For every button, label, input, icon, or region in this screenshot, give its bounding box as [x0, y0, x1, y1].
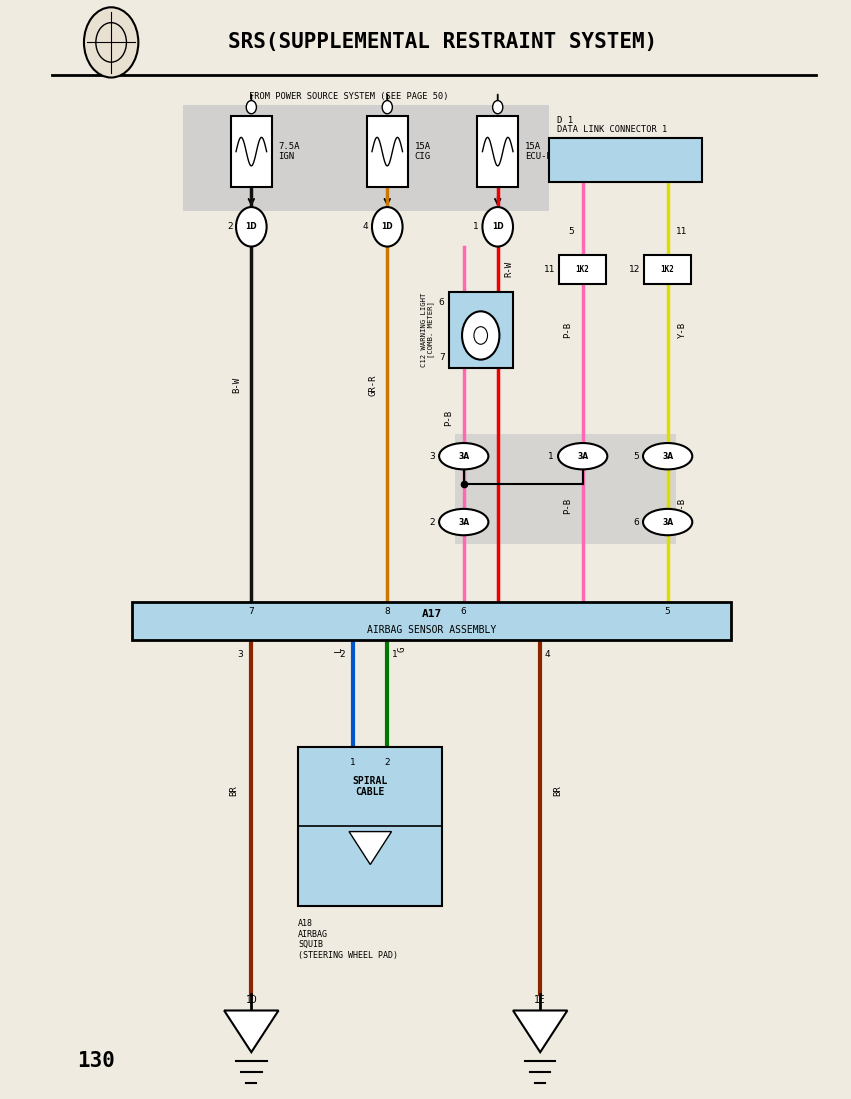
Text: AB: AB [577, 155, 589, 165]
Ellipse shape [558, 443, 608, 469]
Text: 15A
ECU-B: 15A ECU-B [525, 142, 551, 162]
Polygon shape [349, 832, 391, 865]
Bar [183, 106, 549, 211]
Circle shape [462, 311, 500, 359]
Text: SPIRAL
CABLE: SPIRAL CABLE [352, 776, 388, 798]
Text: 4: 4 [363, 222, 368, 231]
Text: 4: 4 [545, 651, 550, 659]
Text: GR-R: GR-R [368, 374, 377, 396]
Text: 6: 6 [461, 607, 466, 615]
Bar [133, 602, 731, 640]
Text: 2: 2 [340, 651, 345, 659]
Text: P-B: P-B [563, 322, 573, 338]
Text: 3A: 3A [662, 518, 673, 526]
Text: 1: 1 [548, 452, 554, 460]
Text: 3A: 3A [577, 452, 588, 460]
Bar [448, 291, 512, 368]
Text: A17: A17 [422, 609, 442, 619]
Bar [455, 434, 677, 544]
Text: L: L [334, 646, 343, 652]
Text: 7: 7 [439, 353, 444, 362]
Circle shape [96, 23, 127, 63]
Text: 1D: 1D [245, 995, 257, 1004]
Text: 1K2: 1K2 [576, 265, 590, 274]
Ellipse shape [643, 509, 692, 535]
Text: 8: 8 [385, 607, 390, 615]
Text: Y-B: Y-B [678, 322, 687, 338]
Ellipse shape [439, 443, 488, 469]
Text: 5: 5 [665, 607, 671, 615]
Ellipse shape [643, 443, 692, 469]
Text: P-B: P-B [563, 498, 573, 513]
Text: 11: 11 [544, 265, 556, 274]
Ellipse shape [439, 509, 488, 535]
Text: 130: 130 [77, 1051, 115, 1070]
Bar [231, 115, 271, 187]
Bar [559, 255, 607, 284]
Circle shape [246, 101, 256, 114]
Text: 7.5A
IGN: 7.5A IGN [278, 142, 300, 162]
Text: A18
AIRBAG
SQUIB
(STEERING WHEEL PAD): A18 AIRBAG SQUIB (STEERING WHEEL PAD) [298, 920, 398, 959]
Text: 1K2: 1K2 [660, 265, 675, 274]
Bar [644, 255, 691, 284]
Text: C12 WARNING LIGHT
[COMB. METER]: C12 WARNING LIGHT [COMB. METER] [420, 292, 435, 367]
Text: 5: 5 [568, 226, 574, 235]
Text: 3: 3 [237, 651, 243, 659]
Text: 11: 11 [677, 226, 688, 235]
Circle shape [493, 101, 503, 114]
Circle shape [84, 8, 139, 78]
Circle shape [474, 326, 488, 344]
Polygon shape [224, 1010, 278, 1052]
Text: 12: 12 [629, 265, 641, 274]
Text: G: G [397, 646, 407, 652]
Text: 15A
CIG: 15A CIG [414, 142, 431, 162]
Circle shape [382, 101, 392, 114]
Text: FROM POWER SOURCE SYSTEM (SEE PAGE 50): FROM POWER SOURCE SYSTEM (SEE PAGE 50) [249, 92, 448, 101]
Bar [367, 115, 408, 187]
Text: R-W: R-W [505, 260, 513, 277]
Text: 3A: 3A [458, 452, 469, 460]
Bar [298, 747, 443, 907]
Text: DATA LINK CONNECTOR 1: DATA LINK CONNECTOR 1 [557, 124, 667, 133]
Text: 2: 2 [429, 518, 435, 526]
Text: 1D: 1D [246, 222, 257, 231]
Text: 3A: 3A [662, 452, 673, 460]
Text: 1: 1 [351, 758, 357, 767]
Text: AIRBAG SENSOR ASSEMBLY: AIRBAG SENSOR ASSEMBLY [368, 624, 496, 634]
Text: TC: TC [662, 155, 673, 165]
Bar [477, 115, 518, 187]
Text: 1: 1 [391, 651, 397, 659]
Polygon shape [513, 1010, 568, 1052]
Text: 3A: 3A [458, 518, 469, 526]
Circle shape [236, 207, 266, 246]
Text: 1D: 1D [381, 222, 393, 231]
Text: 6: 6 [439, 298, 444, 307]
Text: 5: 5 [633, 452, 639, 460]
Text: 2: 2 [385, 758, 390, 767]
Text: 1: 1 [473, 222, 479, 231]
Circle shape [372, 207, 403, 246]
Bar [549, 137, 701, 181]
Text: BR: BR [553, 786, 562, 797]
Text: B-W: B-W [232, 377, 241, 393]
Text: SRS(SUPPLEMENTAL RESTRAINT SYSTEM): SRS(SUPPLEMENTAL RESTRAINT SYSTEM) [228, 32, 657, 53]
Text: 2: 2 [227, 222, 232, 231]
Text: Y-B: Y-B [678, 498, 687, 513]
Circle shape [483, 207, 513, 246]
Text: 1E: 1E [534, 995, 546, 1004]
Text: 6: 6 [633, 518, 639, 526]
Text: D 1: D 1 [557, 115, 574, 124]
Text: 3: 3 [429, 452, 435, 460]
Text: BR: BR [230, 786, 238, 797]
Text: 1D: 1D [492, 222, 504, 231]
Text: 7: 7 [248, 607, 254, 615]
Text: P-B: P-B [444, 410, 454, 425]
